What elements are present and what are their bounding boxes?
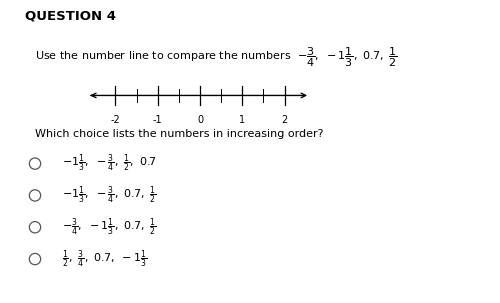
- Text: -2: -2: [110, 115, 120, 125]
- Text: $\frac{1}{2},\ \frac{3}{4},\ 0.7,\ -1\frac{1}{3}$: $\frac{1}{2},\ \frac{3}{4},\ 0.7,\ -1\fr…: [62, 248, 148, 270]
- Text: -1: -1: [153, 115, 162, 125]
- Text: 0: 0: [197, 115, 203, 125]
- Text: $-1\frac{1}{3},\ -\frac{3}{4},\ 0.7,\ \frac{1}{2}$: $-1\frac{1}{3},\ -\frac{3}{4},\ 0.7,\ \f…: [62, 185, 157, 206]
- Text: $-1\frac{1}{3},\ -\frac{3}{4},\ \frac{1}{2},\ 0.7$: $-1\frac{1}{3},\ -\frac{3}{4},\ \frac{1}…: [62, 153, 158, 174]
- Text: 2: 2: [282, 115, 288, 125]
- Text: Use the number line to compare the numbers  $-\dfrac{3}{4},\ -1\dfrac{1}{3},\ 0.: Use the number line to compare the numbe…: [35, 45, 398, 69]
- Text: Which choice lists the numbers in increasing order?: Which choice lists the numbers in increa…: [35, 129, 324, 139]
- Text: QUESTION 4: QUESTION 4: [25, 9, 116, 22]
- Text: 1: 1: [239, 115, 246, 125]
- Text: $-\frac{3}{4},\ -1\frac{1}{3},\ 0.7,\ \frac{1}{2}$: $-\frac{3}{4},\ -1\frac{1}{3},\ 0.7,\ \f…: [62, 217, 157, 238]
